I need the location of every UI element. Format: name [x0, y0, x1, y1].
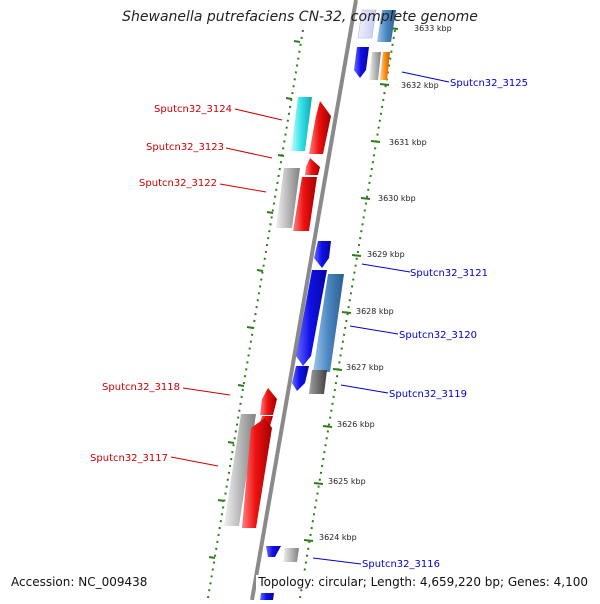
- gene-label-3117[interactable]: Sputcn32_3117: [90, 453, 168, 464]
- gene-red-3122[interactable]: [293, 177, 317, 231]
- genome-info-text: Topology: circular; Length: 4,659,220 bp…: [256, 575, 590, 589]
- gene-label-3119[interactable]: Sputcn32_3119: [389, 389, 467, 400]
- map-title: Shewanella putrefaciens CN-32, complete …: [122, 9, 478, 25]
- gene-steelblue-top[interactable]: [377, 10, 396, 42]
- gene-label-3121[interactable]: Sputcn32_3121: [410, 268, 488, 279]
- kbp-label: 3625 kbp: [328, 477, 366, 486]
- gene-red-3117[interactable]: [242, 418, 272, 528]
- gene-blue-3116[interactable]: [266, 546, 281, 557]
- kbp-label: 3626 kbp: [337, 420, 375, 429]
- gene-gray-3117[interactable]: [224, 414, 256, 526]
- accession-text: Accession: NC_009438: [9, 575, 150, 589]
- gene-label-3125[interactable]: Sputcn32_3125: [450, 78, 528, 89]
- gene-steelblue-3120[interactable]: [313, 274, 344, 372]
- gene-blue-3126[interactable]: [354, 47, 369, 78]
- gene-cyan-3124[interactable]: [291, 97, 312, 151]
- kbp-label: 3633 kbp: [414, 24, 452, 33]
- gene-red-3122a[interactable]: [305, 158, 320, 175]
- gene-darkgray-3119[interactable]: [309, 370, 327, 394]
- gene-label-3122[interactable]: Sputcn32_3122: [139, 178, 217, 189]
- gene-orange-3125[interactable]: [380, 52, 390, 80]
- gene-gray-3122[interactable]: [276, 168, 300, 228]
- outer-ring-ticks: [208, 40, 301, 559]
- gene-label-3124[interactable]: Sputcn32_3124: [154, 104, 232, 115]
- gene-blue-bottom[interactable]: [260, 593, 274, 600]
- gene-gray-3116[interactable]: [283, 548, 299, 562]
- kbp-label: 3631 kbp: [389, 138, 427, 147]
- gene-blue-3121[interactable]: [314, 241, 331, 268]
- kbp-label: 3628 kbp: [356, 307, 394, 316]
- reverse-leader-lines: [312, 71, 450, 565]
- gene-label-3118[interactable]: Sputcn32_3118: [102, 382, 180, 393]
- kbp-label: 3629 kbp: [367, 250, 405, 259]
- forward-leader-lines: [170, 108, 283, 467]
- kbp-label: 3632 kbp: [401, 81, 439, 90]
- gene-blue-3119[interactable]: [292, 366, 309, 391]
- gene-gray-3125a[interactable]: [369, 52, 381, 80]
- gene-faint-top[interactable]: [357, 9, 377, 39]
- gene-red-3118[interactable]: [260, 388, 277, 415]
- kbp-label: 3624 kbp: [319, 533, 357, 542]
- genome-backbone: [250, 0, 358, 601]
- inner-ring-ticks: [303, 27, 399, 542]
- gene-label-3120[interactable]: Sputcn32_3120: [399, 330, 477, 341]
- kbp-label: 3630 kbp: [378, 194, 416, 203]
- gene-label-3116[interactable]: Sputcn32_3116: [362, 559, 440, 570]
- gene-red-3124[interactable]: [309, 101, 331, 154]
- gene-label-3123[interactable]: Sputcn32_3123: [146, 142, 224, 153]
- kbp-label: 3627 kbp: [346, 363, 384, 372]
- outer-track-ring: [207, 29, 304, 599]
- inner-track-ring: [299, 29, 396, 599]
- gene-blue-3120[interactable]: [296, 270, 327, 366]
